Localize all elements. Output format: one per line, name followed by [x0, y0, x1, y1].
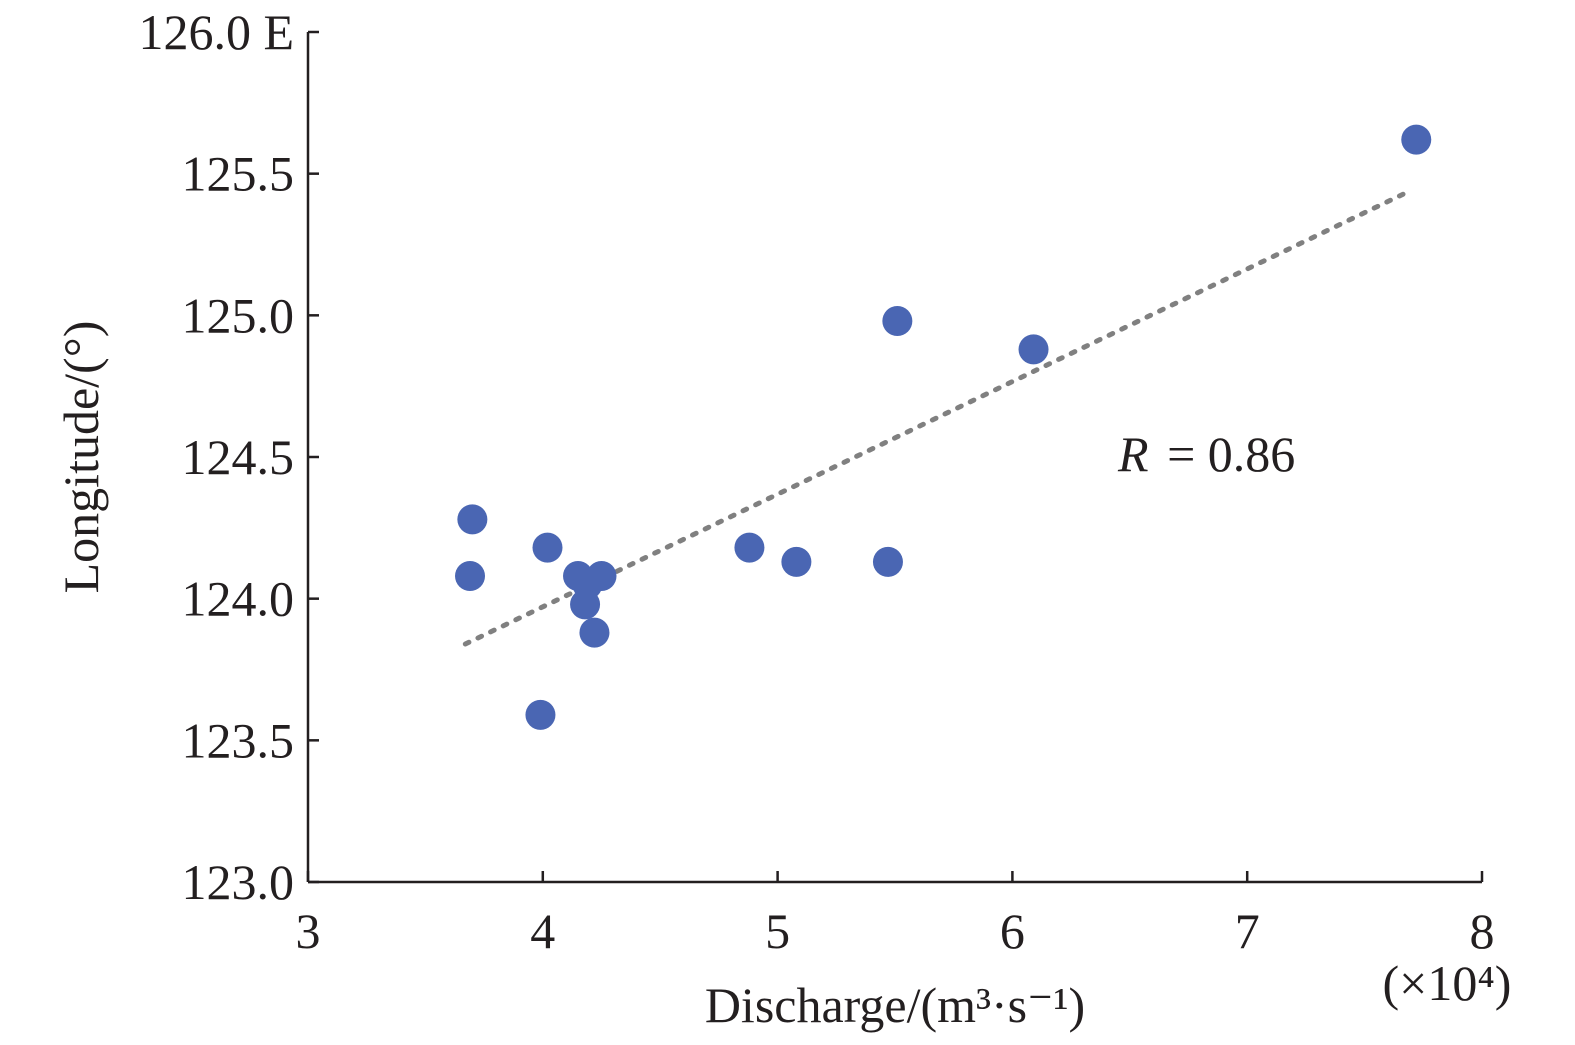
trendline	[462, 191, 1408, 647]
data-point	[525, 699, 556, 730]
x-tick-label: 7	[1235, 903, 1260, 959]
correlation-annotation: R = 0.86	[1117, 426, 1295, 482]
y-tick-label: 124.5	[182, 429, 295, 485]
data-point	[1401, 124, 1432, 155]
data-point	[734, 532, 765, 563]
y-tick-label: 125.5	[182, 146, 295, 202]
y-tick-label: 124.0	[182, 571, 295, 627]
data-point	[457, 504, 488, 535]
x-tick-label: 4	[530, 903, 555, 959]
data-point	[579, 617, 610, 648]
correlation-symbol: R	[1117, 426, 1149, 482]
x-tick-label: 8	[1470, 903, 1495, 959]
y-tick-label: 125.0	[182, 287, 295, 343]
x-axis-title: Discharge/(m³·s⁻¹)	[705, 977, 1085, 1033]
data-point	[532, 532, 563, 563]
data-point	[586, 561, 617, 591]
x-tick-label: 3	[296, 903, 321, 959]
data-point	[882, 306, 913, 336]
y-axis-title: Longitude/(°)	[53, 321, 109, 594]
x-tick-label: 5	[765, 903, 790, 959]
data-point	[455, 561, 486, 591]
correlation-value: = 0.86	[1167, 426, 1295, 482]
points-layer	[455, 124, 1432, 730]
data-point	[1018, 334, 1049, 365]
trendline-layer	[462, 191, 1408, 647]
data-point	[872, 546, 903, 577]
data-point	[570, 589, 601, 620]
y-tick-label: 126.0 E	[138, 4, 294, 60]
x-tick-label: 6	[1000, 903, 1025, 959]
x-axis-multiplier: (×10⁴)	[1383, 955, 1512, 1011]
y-tick-label: 123.0	[182, 854, 295, 910]
y-tick-label: 123.5	[182, 712, 295, 768]
data-point	[781, 546, 812, 577]
x-ticks: 3 4 5 6 7 8	[296, 871, 1495, 959]
axes: 3 4 5 6 7 8 123.0 123.5 124.0 124.5 125.0 125.5 126…	[138, 4, 1494, 959]
y-ticks: 123.0 123.5 124.0 124.5 125.0 125.5 126.0 E	[138, 4, 319, 910]
